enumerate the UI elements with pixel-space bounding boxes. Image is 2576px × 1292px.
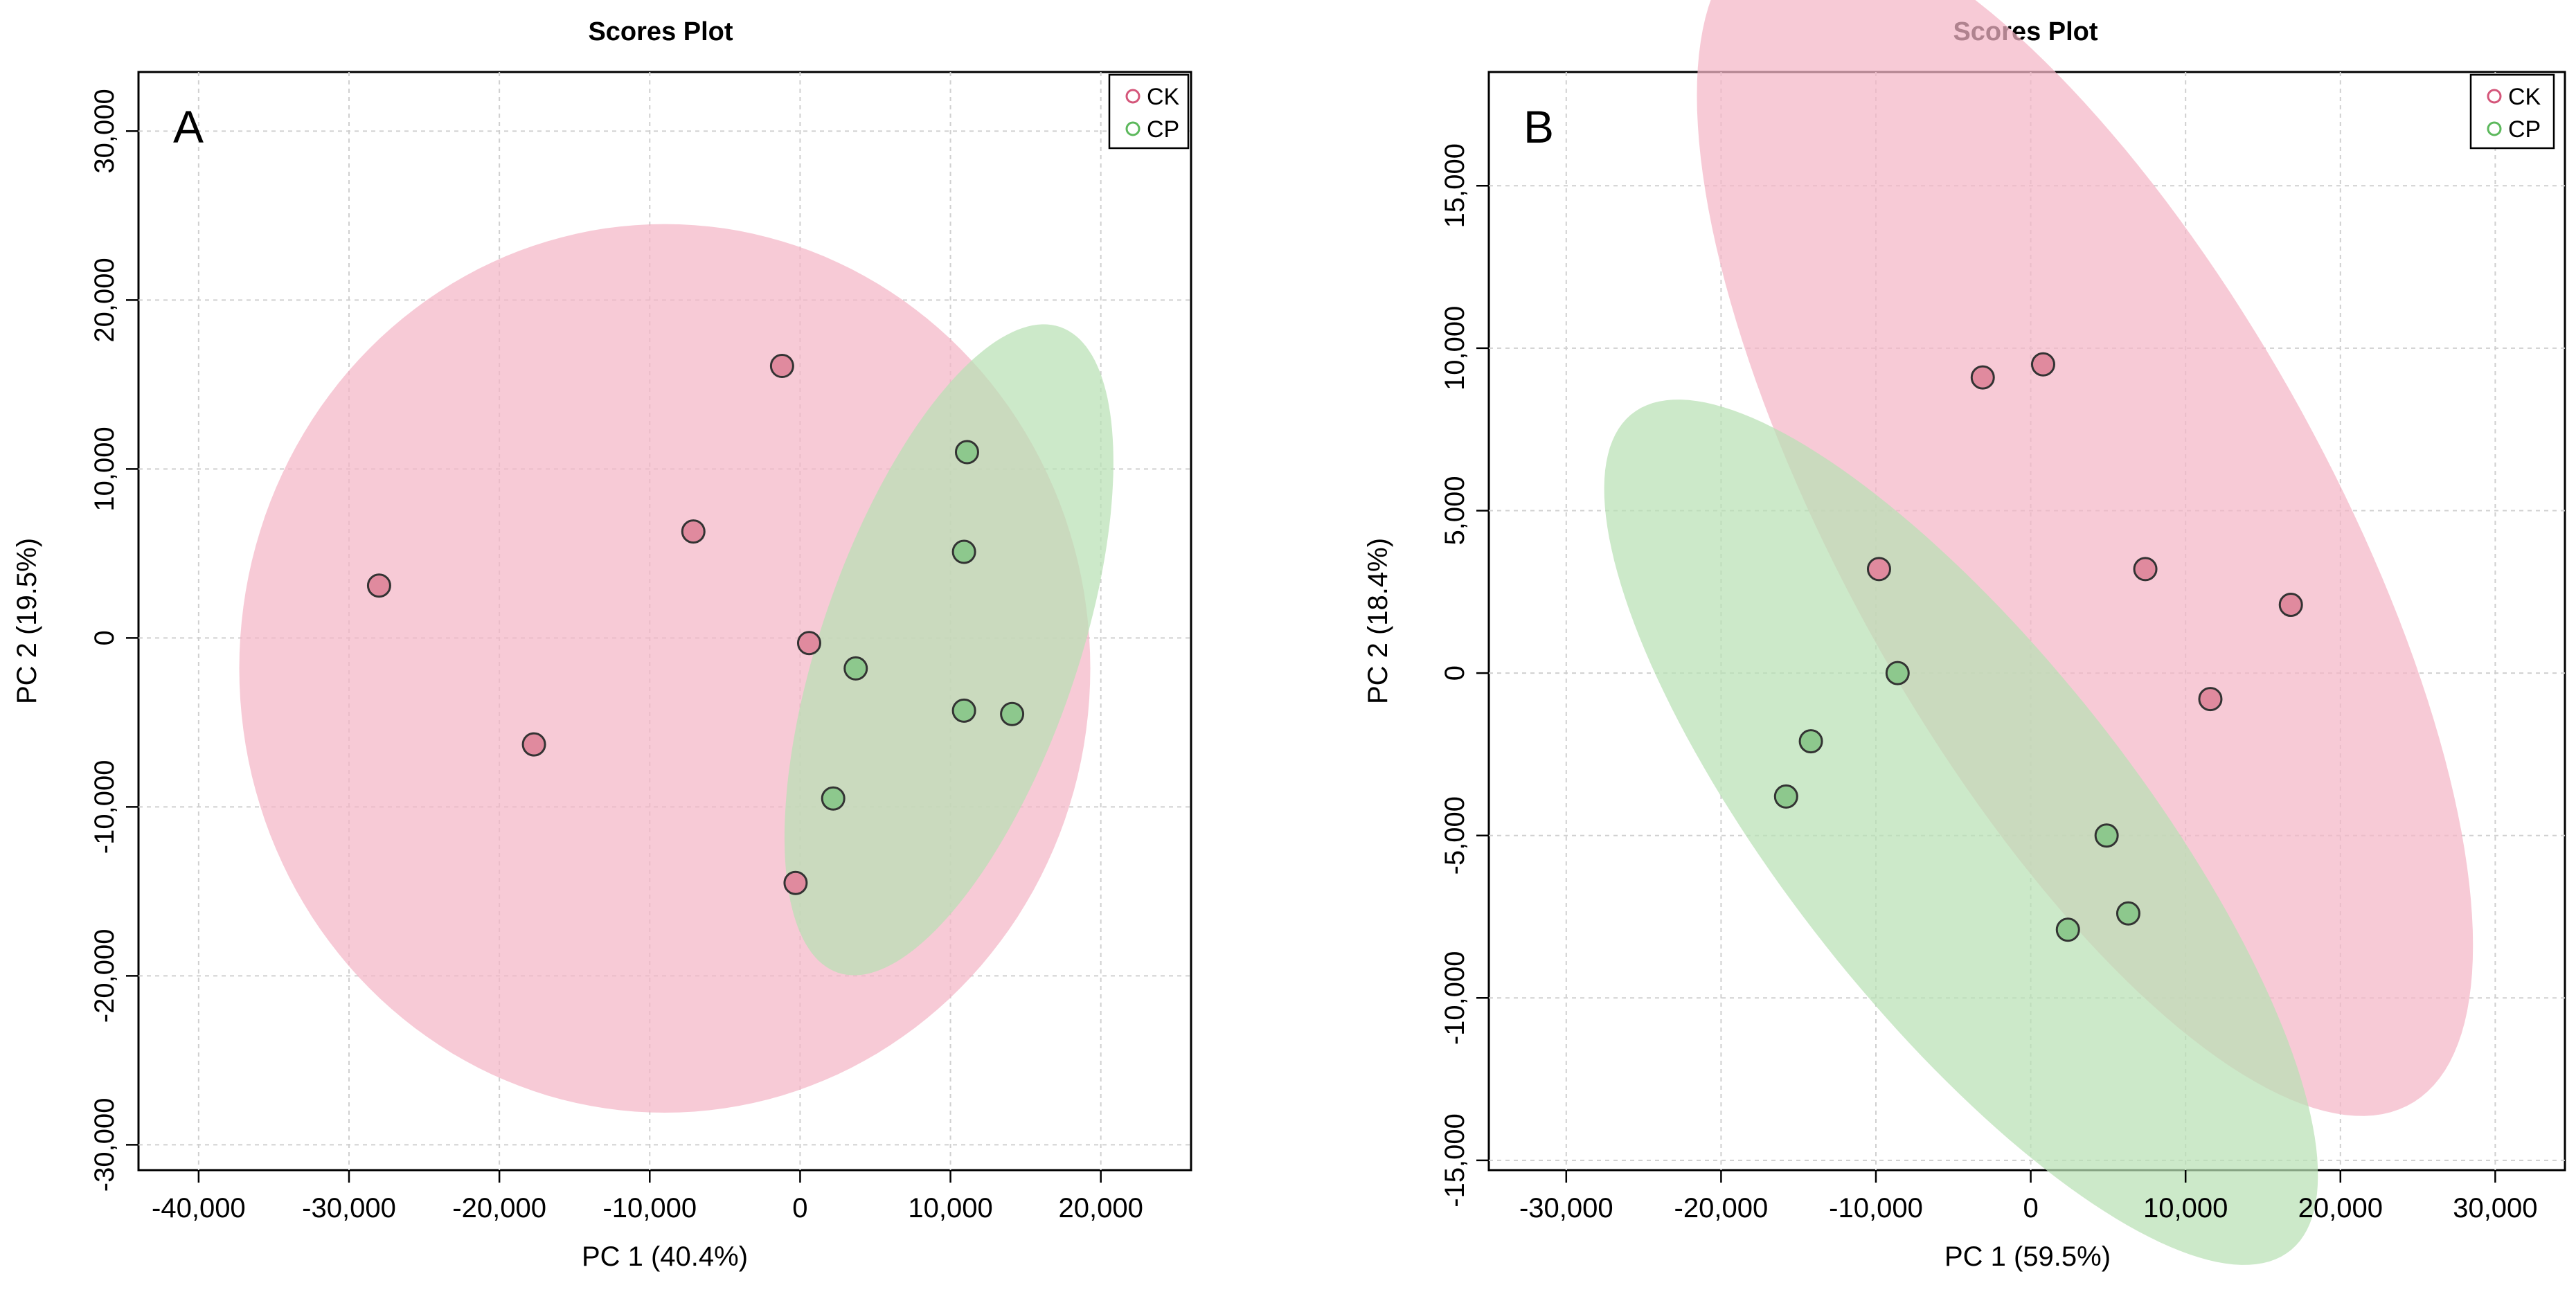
- point-ck: [2032, 353, 2054, 375]
- y-tick-label: 0: [89, 630, 120, 645]
- point-cp: [1775, 785, 1797, 807]
- point-ck: [2199, 688, 2221, 710]
- point-ck: [2134, 558, 2156, 580]
- y-tick-label: -30,000: [89, 1098, 120, 1192]
- point-ck: [368, 575, 390, 597]
- point-ck: [1971, 366, 1994, 388]
- y-tick-label: -15,000: [1440, 1113, 1470, 1208]
- x-tick-label: -20,000: [452, 1193, 546, 1223]
- point-ck: [771, 355, 793, 377]
- panel-label: B: [1523, 101, 1554, 152]
- x-tick-label: 20,000: [2298, 1193, 2383, 1223]
- x-tick-label: -10,000: [602, 1193, 697, 1223]
- x-tick-label: -30,000: [1519, 1193, 1613, 1223]
- legend-label-cp: CP: [2508, 116, 2541, 143]
- point-cp: [953, 699, 975, 721]
- x-axis-ticks: -30,000 -20,000 -10,000 0 10,000 20,000 30,000: [1519, 1170, 2538, 1223]
- point-cp: [1886, 662, 1908, 684]
- point-ck: [2280, 594, 2302, 616]
- point-ck: [798, 632, 820, 654]
- chart-panel-a: Scores Plot -40,000 -30,000 -20,000 -10,000…: [12, 17, 1191, 1272]
- y-tick-label: 20,000: [89, 258, 120, 342]
- legend: CK CP: [1109, 75, 1188, 148]
- point-cp: [1800, 730, 1822, 753]
- chart-title: Scores Plot: [588, 17, 733, 46]
- figure-canvas: Scores Plot -40,000 -30,000 -20,000 -10,000…: [0, 0, 2576, 1292]
- y-tick-label: 10,000: [1440, 306, 1470, 391]
- point-cp: [953, 541, 975, 563]
- panel-label: A: [173, 101, 204, 152]
- y-axis-label: PC 2 (19.5%): [12, 538, 42, 704]
- point-cp: [2095, 825, 2118, 847]
- y-axis-label: PC 2 (18.4%): [1363, 538, 1393, 704]
- y-tick-label: -20,000: [89, 929, 120, 1023]
- point-cp: [956, 441, 978, 463]
- x-axis-label: PC 1 (59.5%): [1944, 1241, 2111, 1272]
- x-tick-label: -20,000: [1674, 1193, 1769, 1223]
- x-axis-ticks: -40,000 -30,000 -20,000 -10,000 0 10,000 20,00…: [152, 1170, 1143, 1223]
- legend-label-ck: CK: [1147, 84, 1180, 110]
- y-tick-label: -5,000: [1440, 796, 1470, 874]
- y-tick-label: -10,000: [89, 760, 120, 854]
- point-cp: [2117, 902, 2139, 924]
- point-cp: [822, 787, 844, 809]
- point-ck: [682, 521, 704, 543]
- point-cp: [1001, 703, 1023, 725]
- legend-label-ck: CK: [2508, 84, 2541, 110]
- x-tick-label: 20,000: [1059, 1193, 1143, 1223]
- point-ck: [1868, 558, 1890, 580]
- legend: CK CP: [2471, 75, 2554, 148]
- point-ck: [785, 872, 807, 894]
- x-tick-label: -40,000: [152, 1193, 246, 1223]
- point-cp: [845, 657, 867, 679]
- x-tick-label: 0: [2023, 1193, 2038, 1223]
- y-tick-label: 15,000: [1440, 143, 1470, 228]
- point-ck: [523, 733, 545, 755]
- x-tick-label: 30,000: [2453, 1193, 2537, 1223]
- y-tick-label: 30,000: [89, 89, 120, 173]
- x-axis-label: PC 1 (40.4%): [582, 1241, 748, 1272]
- x-tick-label: 10,000: [908, 1193, 992, 1223]
- y-tick-label: 0: [1440, 665, 1470, 681]
- x-tick-label: 0: [792, 1193, 807, 1223]
- y-tick-label: 5,000: [1440, 476, 1470, 545]
- y-tick-label: 10,000: [89, 427, 120, 511]
- x-tick-label: -10,000: [1829, 1193, 1923, 1223]
- y-tick-label: -10,000: [1440, 951, 1470, 1045]
- y-axis-ticks: -30,000 -20,000 -10,000 0 10,000 20,000 30,000: [89, 89, 138, 1192]
- y-axis-ticks: -15,000 -10,000 -5,000 0 5,000 10,000 15,000: [1440, 143, 1489, 1208]
- point-cp: [2057, 919, 2079, 941]
- legend-label-cp: CP: [1147, 116, 1179, 143]
- x-tick-label: 10,000: [2143, 1193, 2228, 1223]
- x-tick-label: -30,000: [302, 1193, 396, 1223]
- chart-panel-b: Scores Plot -30,000 -20,000 -10,000 0 10,000…: [1363, 0, 2565, 1272]
